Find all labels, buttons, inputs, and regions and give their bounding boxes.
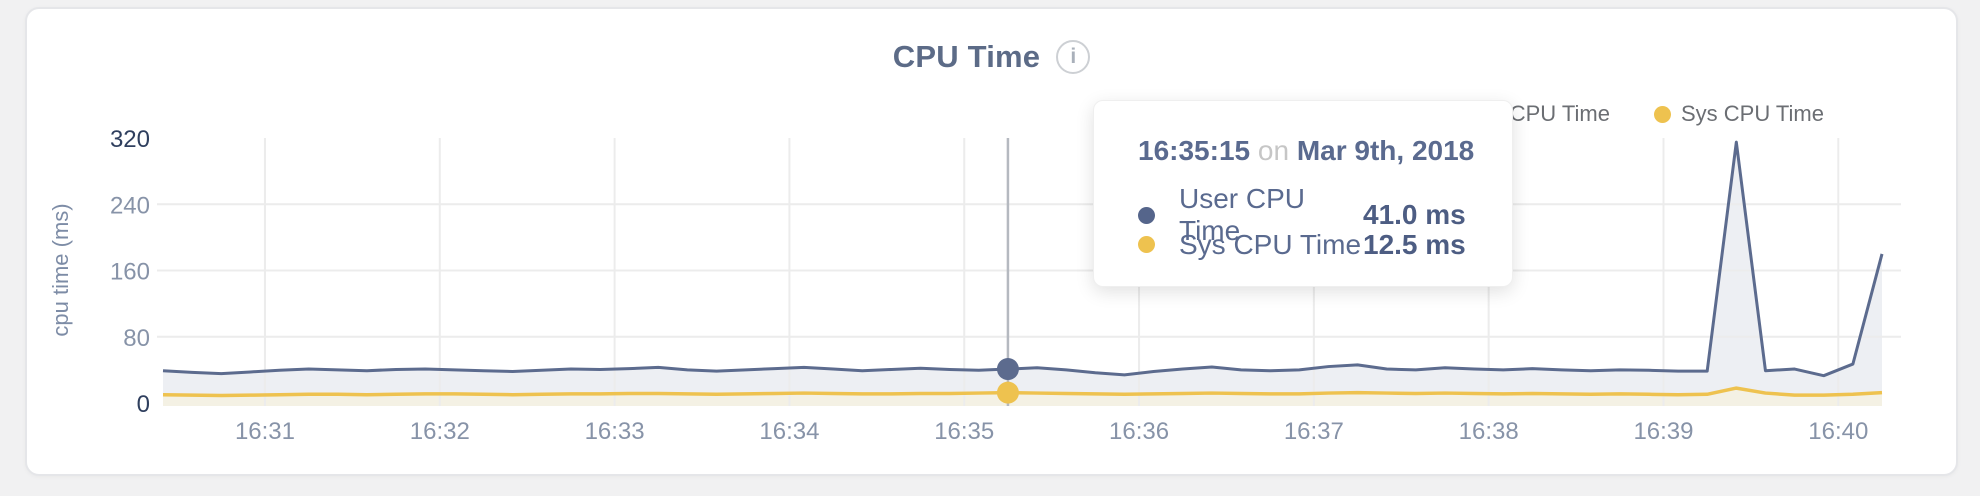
chart-title: CPU Time	[892, 39, 1041, 74]
tooltip-date: Mar 9th, 2018	[1296, 135, 1475, 166]
info-icon[interactable]: i	[1056, 40, 1091, 74]
tooltip-value-sys: 12.5 ms	[1363, 228, 1466, 260]
chart-tooltip: 16:35:15 on Mar 9th, 2018 User CPU Time …	[1093, 100, 1513, 287]
chart-card: CPU Time i User CPU Time Sys CPU Time	[25, 7, 1958, 476]
tooltip-time: 16:35:15	[1138, 135, 1251, 166]
legend-item-sys-cpu-time[interactable]: Sys CPU Time	[1653, 101, 1824, 127]
tooltip-connector: on	[1257, 135, 1290, 166]
chart-header: CPU Time i	[27, 39, 1956, 75]
sys-series-dot-icon	[1653, 105, 1671, 123]
tooltip-row-sys: Sys CPU Time 12.5 ms	[1138, 224, 1512, 265]
legend-label-sys: Sys CPU Time	[1680, 101, 1824, 126]
tooltip-row-user: User CPU Time 41.0 ms	[1138, 183, 1512, 246]
tooltip-title: 16:35:15 on Mar 9th, 2018	[1138, 135, 1512, 167]
tooltip-value-user: 41.0 ms	[1363, 199, 1466, 230]
user-series-dot-icon	[1138, 206, 1155, 224]
tooltip-label-sys: Sys CPU Time	[1179, 228, 1362, 260]
sys-series-dot-icon	[1138, 236, 1155, 253]
